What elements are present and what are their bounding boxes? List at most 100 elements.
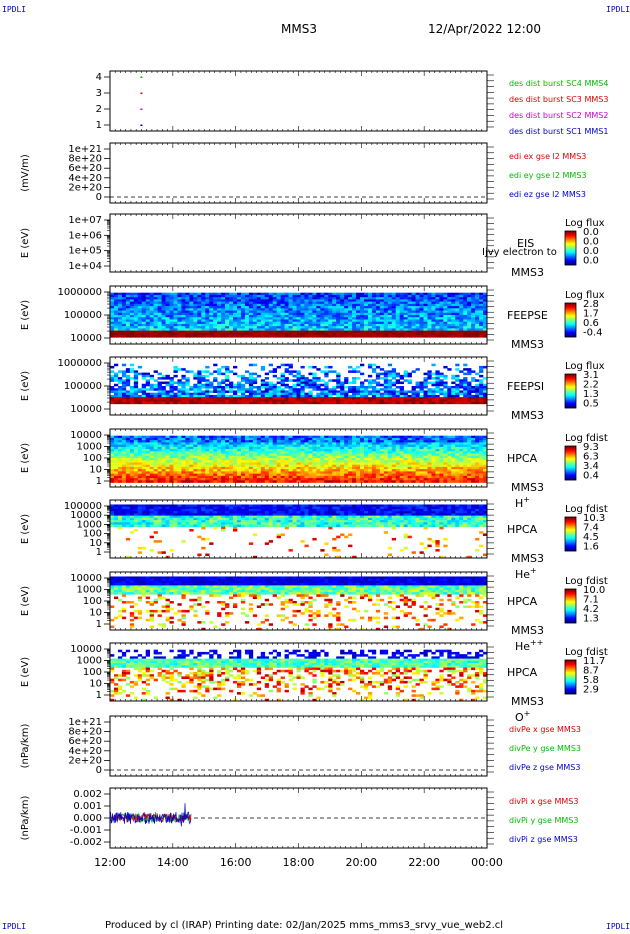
feepsi-panel-cell — [233, 386, 238, 389]
feepsi-panel-cell — [427, 401, 432, 405]
feepsi-panel-cell — [332, 388, 337, 391]
feepsi-panel-cell — [320, 370, 325, 373]
feepse-panel-cell — [352, 306, 357, 309]
feepsi-panel-cell — [475, 399, 480, 402]
eis-panel-ytick-label: 1e+06 — [68, 230, 102, 241]
hpca-h-panel-cell — [276, 478, 281, 481]
feepse-panel-cell — [272, 328, 277, 331]
feepsi-panel-cell — [157, 388, 162, 391]
feepsi-panel-cell — [415, 368, 420, 371]
feepse-panel-cell — [340, 332, 345, 336]
feepsi-panel-cell — [447, 392, 452, 396]
feepse-panel-cell — [300, 317, 305, 320]
feepse-panel-cell — [264, 299, 270, 302]
hpca-h-panel-cell — [240, 466, 246, 470]
hpca-h-panel-cell — [189, 458, 194, 461]
feepsi-panel-cell — [288, 397, 293, 400]
feepsi-panel-cell — [177, 399, 182, 402]
feepsi-panel-cell — [260, 392, 266, 396]
feepsi-panel-cell — [344, 377, 349, 380]
hpca-h-panel-cell — [260, 473, 266, 477]
feepse-panel-cell — [272, 321, 277, 325]
feepsi-panel-cell — [348, 386, 353, 389]
feepse-panel-cell — [137, 335, 143, 338]
hpca-h-panel-cell — [177, 460, 182, 463]
hpca-h-panel-cell — [213, 451, 218, 454]
hpca-h-panel-cell — [129, 473, 135, 477]
hpca-h-panel-cell — [137, 446, 143, 450]
feepsi-panel-cell — [165, 381, 170, 385]
hpca-h-panel-cell — [280, 455, 285, 459]
feepsi-panel-cell — [312, 379, 317, 382]
feepse-panel-cell — [419, 315, 424, 318]
hpca-h-panel-cell — [189, 455, 194, 459]
feepse-panel-cell — [395, 326, 400, 329]
feepse-panel-cell — [229, 299, 234, 302]
feepse-panel-cell — [260, 310, 266, 314]
feepse-panel-cell — [467, 317, 472, 320]
feepsi-panel-cell — [360, 401, 365, 405]
hpca-h-panel-cell — [145, 435, 150, 439]
feepse-panel-cell — [165, 301, 170, 305]
feepsi-panel-cell — [451, 397, 456, 400]
feepse-panel-cell — [233, 303, 238, 307]
feepse-panel-cell — [435, 315, 440, 318]
feepse-panel-cell — [415, 299, 420, 302]
feepse-panel-cell — [209, 292, 214, 296]
feepsi-panel-cell — [459, 399, 464, 402]
eis-panel-spacecraft: MMS3 — [511, 266, 544, 279]
hpca-h-panel-cell — [181, 449, 186, 452]
feepsi-panel-cell — [292, 379, 297, 382]
hpca-h-panel-cell — [153, 444, 158, 448]
feepsi-panel-cell — [221, 399, 226, 402]
feepsi-panel-cell — [360, 372, 365, 376]
feepse-panel-cell — [229, 317, 234, 320]
feepse-panel-cell — [379, 330, 385, 334]
feepse-panel-cell — [256, 299, 262, 302]
hpca-h-panel-cell — [248, 462, 254, 465]
feepsi-panel-cell — [276, 401, 281, 405]
feepse-panel-cell — [110, 335, 115, 338]
hpca-h-panel-cell — [125, 460, 131, 463]
feepse-panel-cell — [197, 317, 202, 320]
feepsi-panel-cell — [248, 397, 254, 400]
feepse-panel-cell — [479, 310, 484, 314]
feepse-panel-cell — [320, 330, 325, 334]
feepsi-panel-cell — [288, 399, 293, 402]
feepse-panel-cell — [264, 312, 270, 316]
feepsi-panel-cell — [181, 397, 186, 400]
feepse-panel-cell — [332, 315, 337, 318]
feepsi-panel-cell — [221, 386, 226, 389]
hpca-h-panel-cell — [217, 473, 222, 477]
hpca-h-panel-cell — [221, 435, 226, 439]
eis-panel-colorbar-cell — [565, 255, 576, 257]
feepsi-panel-colorbar-tick: 2.2 — [583, 380, 599, 391]
feepse-panel-cell — [296, 301, 301, 305]
hpca-h-panel-cell — [240, 453, 246, 457]
hpca-h-panel-cell — [276, 464, 281, 468]
feepsi-panel-cell — [113, 401, 119, 405]
hpca-h-panel-cell — [181, 437, 186, 441]
hpca-h-panel-cell — [161, 471, 166, 474]
feepsi-panel-cell — [161, 394, 166, 398]
feepsi-panel-cell — [415, 386, 420, 389]
feepsi-panel-cell — [371, 394, 377, 398]
feepse-panel-cell — [352, 323, 357, 327]
feepse-panel-cell — [395, 310, 400, 314]
feepsi-panel-cell — [240, 392, 246, 396]
feepse-panel-cell — [403, 301, 408, 305]
feepsi-panel-cell — [181, 381, 186, 385]
feepse-panel-cell — [161, 299, 166, 302]
hpca-h-panel-cell — [113, 458, 119, 461]
feepse-panel-cell — [324, 328, 329, 331]
feepse-panel-cell — [244, 321, 250, 325]
hpca-h-panel-cell — [165, 437, 170, 441]
feepsi-panel-cell — [308, 390, 313, 393]
hpca-h-panel-cell — [256, 449, 262, 452]
feepsi-panel-cell — [352, 386, 357, 389]
feepsi-panel-cell — [360, 399, 365, 402]
feepse-panel-cell — [272, 326, 277, 329]
hpca-h-panel-cell — [193, 440, 198, 443]
feepse-panel-cell — [403, 297, 408, 300]
hpca-h-panel-cell — [125, 464, 131, 468]
